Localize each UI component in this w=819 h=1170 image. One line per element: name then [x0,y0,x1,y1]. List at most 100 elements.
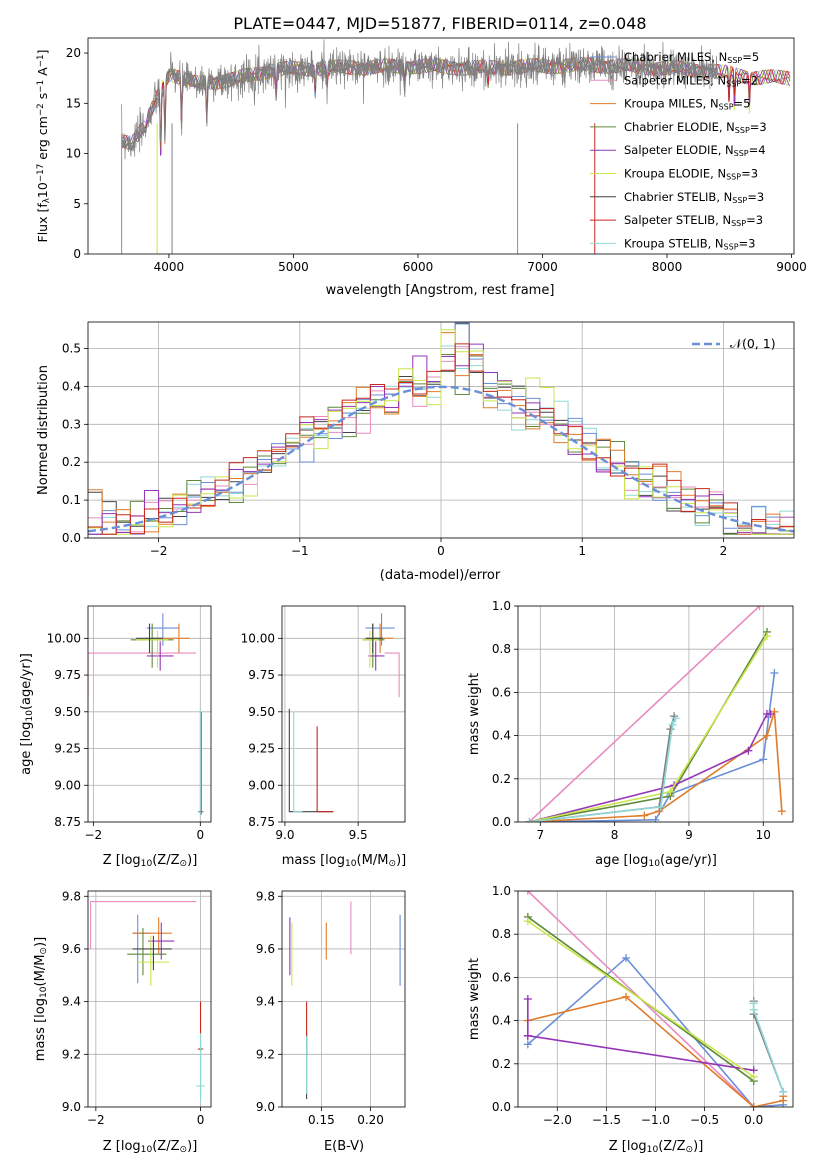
legend-label-count: =3 [739,236,756,250]
spectrum-ylabel-part: erg cm [35,116,50,164]
data-point [196,1033,205,1102]
y-tick-label: 0.1 [62,493,81,507]
age-Z-ylabel-part: 10 [25,710,35,722]
weight-series [525,632,771,822]
legend-label-sub: SSP [731,219,746,228]
model-spectrum-line [121,57,791,151]
axes-frame [281,605,406,823]
y-tick-label: 9.25 [54,742,81,756]
weight-series [523,995,758,1075]
y-tick-label: 0.0 [62,531,81,545]
y-tick-label: 0.6 [492,685,511,699]
y-tick-label: 9.75 [54,668,81,682]
y-tick-label: 9.6 [256,942,275,956]
legend-label-sub: SSP [726,173,741,182]
y-tick-label: 0 [73,247,81,261]
axes-frame [87,605,212,823]
age-mass-xlabel-part: )] [396,853,406,868]
spectrum-panel: 4000 5000 6000 7000 8000 9000 0 5 10 15 20 waveleng… [35,37,807,298]
data-point [136,630,169,668]
spectrum-ylabel-part: −2 [36,103,46,116]
y-tick-label: 9.50 [54,705,81,719]
y-tick-label: 9.25 [248,742,275,756]
legend-label-name: Kroupa STELIB, N [624,236,724,250]
data-point [148,922,175,960]
legend-label: Salpeter MILES, NSSP=2 [624,73,758,88]
y-tick-label: 0.2 [62,455,81,469]
data-point [136,623,163,654]
mass-weight-vs-metallicity-panel: −2.0 −1.5 −1.0 −0.5 0.0 0.0 0.2 0.4 0.6 0.8 1.0 Z [… [467,884,794,1155]
x-tick-label: −1 [291,544,309,558]
y-tick-label: 0.0 [492,1100,511,1114]
plot-area [282,606,405,822]
legend-label: Chabrier MILES, NSSP=5 [624,50,759,65]
age-mass-xlabel-part: 10 [345,859,357,869]
x-tick-label: 0 [437,544,445,558]
weight-Z-xlabel: Z [log10(Z/Z⊙)] [609,1139,704,1155]
spectrum-ylabel-part: ] [35,50,50,55]
x-tick-label: 10 [756,828,771,842]
y-tick-label: 9.4 [256,995,275,1009]
y-tick-label: 8.75 [54,815,81,829]
legend-label-count: =5 [742,50,759,64]
plot-area [88,322,794,538]
y-tick-label: 9.2 [62,1047,81,1061]
weight-series [525,707,786,822]
x-tick-label: 9000 [776,260,807,274]
y-tick-label: 15 [66,96,81,110]
residuals-xlabel: (data-model)/error [380,568,501,583]
spectrum-ylabel-part: s [35,93,50,104]
y-tick-label: 9.00 [248,778,275,792]
bestfit-step-line [293,711,303,813]
spectrum-ylabel: Flux [fλ10−17 erg cm−2 s−1 A−1] [35,50,52,243]
age-mass-xlabel-part: mass [log [282,853,345,868]
weight-Z-xlabel-part: 10 [647,1145,659,1155]
y-tick-label: 5 [73,197,81,211]
mass-Z-xlabel-part: Z [log [103,1139,141,1154]
bestfit-step-line [384,652,400,698]
weight-series-line [752,1003,784,1093]
x-tick-label: 8000 [652,260,683,274]
axes-frame [517,890,794,1108]
data-point [132,917,172,955]
age-Z-xlabel-part: Z [log [103,853,141,868]
legend-label-count: =2 [741,73,758,87]
bestfit-step-line [90,900,197,949]
weight-series [523,917,758,1081]
data-point [368,641,385,671]
y-tick-label: 9.0 [62,1100,81,1114]
x-tick-label: 0.15 [308,1113,335,1127]
x-tick-label: 7000 [527,260,558,274]
weight-age-ylabel: mass weight [467,673,482,755]
y-tick-label: 10.00 [241,631,275,645]
data-point [130,623,174,668]
y-tick-label: 9.75 [248,668,275,682]
data-point [146,641,174,671]
age-mass-xlabel: mass [log10(M/M⊙)] [282,853,406,869]
weight-Z-ylabel: mass weight [467,958,482,1040]
weight-series-line [529,631,768,822]
age-mass-xlabel-part: ⊙ [388,859,396,869]
y-tick-label: 20 [66,46,81,60]
data-point [127,927,167,976]
weight-series-line [528,635,768,822]
x-tick-label: 0 [196,828,204,842]
x-tick-label: 5000 [278,260,309,274]
weight-Z-xlabel-part: ⊙ [686,1145,694,1155]
data-point [197,708,203,815]
age-Z-ylabel-part: age [log [19,722,34,775]
residuals-panel: −2 −1 0 1 2 0.0 0.1 0.2 0.3 0.4 0.5 (data-model)/er… [36,321,795,583]
x-tick-label: −1.0 [641,1113,670,1127]
y-tick-label: 0.4 [492,729,511,743]
legend-label-name: Salpeter ELODIE, N [624,143,734,157]
x-tick-label: 8 [611,828,619,842]
x-tick-label: 0 [197,1113,205,1127]
plot-area [282,891,405,1107]
y-tick-label: 8.75 [248,815,275,829]
x-tick-label: 7 [536,828,544,842]
age-Z-ylabel: age [log10(age/yr)] [19,653,35,775]
weight-age-xlabel: age [log10(age/yr)] [595,853,717,869]
weight-series-line [528,713,771,822]
x-tick-label: −1.5 [592,1113,621,1127]
